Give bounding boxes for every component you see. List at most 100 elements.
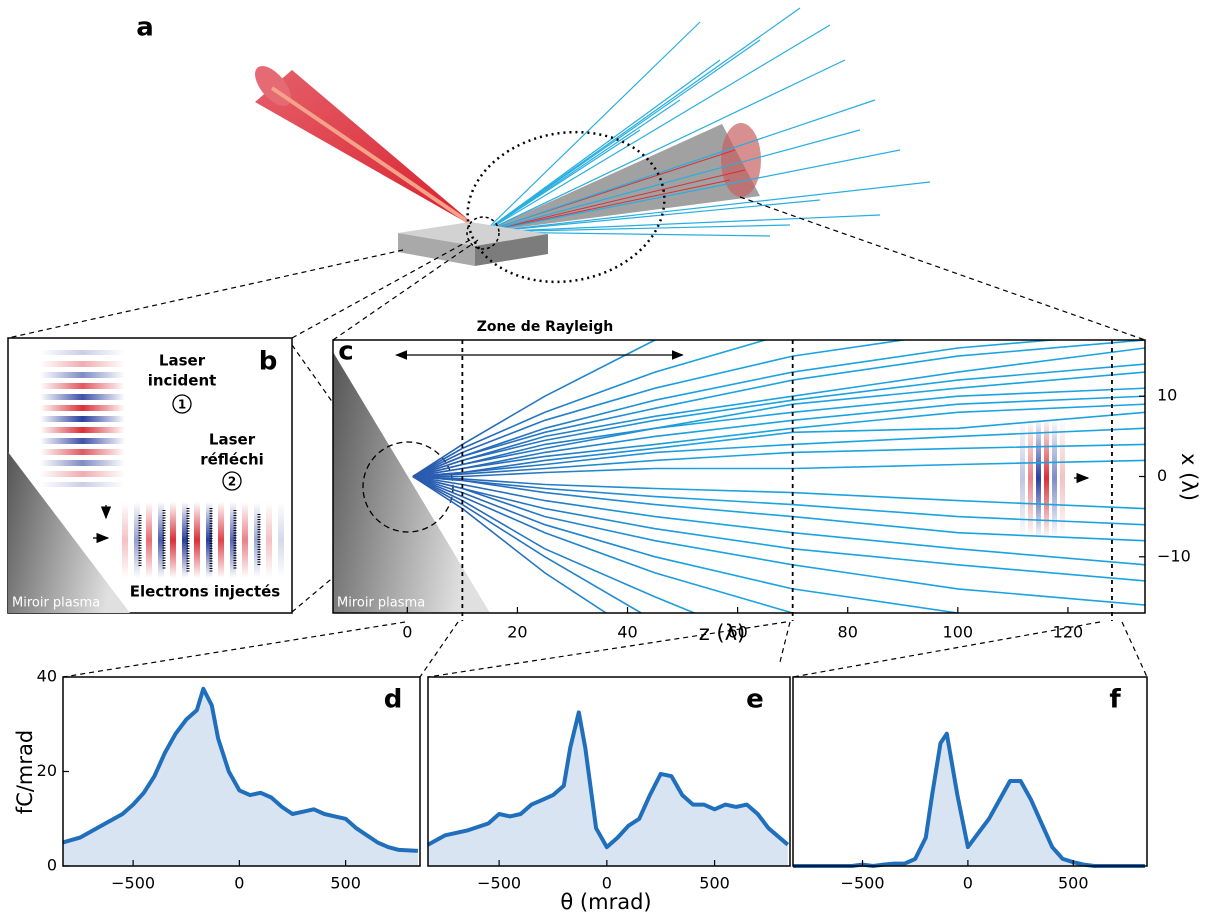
x-tick-label: 0	[234, 874, 244, 893]
chart-panel: −500 0 500 e θ (mrad)	[427, 676, 791, 914]
trajectory	[412, 443, 1145, 478]
panel-letter: a	[136, 13, 154, 43]
stripe	[40, 438, 125, 444]
x-tick-label: −500	[111, 874, 155, 893]
mirror-label: Miroir plasma	[12, 596, 100, 611]
panel-a-illustration: a	[136, 7, 931, 284]
connector	[779, 621, 791, 663]
x-tick-label: 500	[699, 874, 730, 893]
ray	[483, 199, 821, 233]
x-tick-label: 120	[1053, 623, 1084, 642]
electrons-label: Electrons injectés	[130, 583, 281, 601]
plot-frame	[792, 676, 1148, 867]
ray	[483, 129, 861, 233]
stripe	[278, 502, 284, 578]
trajectory	[412, 475, 797, 613]
stripe	[40, 416, 125, 422]
reflected-label: Laser	[209, 431, 256, 449]
ray	[482, 179, 731, 233]
stripe	[1020, 418, 1025, 538]
plot-background	[793, 677, 1147, 866]
stripe	[206, 502, 212, 578]
x-tick-label: 0	[963, 874, 973, 893]
stripe	[40, 471, 125, 477]
connector	[739, 196, 1146, 341]
connector	[62, 621, 406, 678]
chart-panel: −500 0 500 0 20 40 d fC/mrad	[13, 667, 421, 893]
x-tick-label: 60	[727, 623, 747, 642]
stripe	[1036, 418, 1041, 538]
connector	[7, 249, 404, 339]
incident-pulse	[40, 350, 125, 487]
reflected-cone	[483, 124, 760, 232]
panel-letter: f	[1109, 685, 1121, 715]
incident-label: Laser	[159, 352, 206, 370]
connector	[332, 239, 479, 341]
ray	[483, 214, 881, 233]
x-tick-label: 40	[617, 623, 637, 642]
y-tick-label: 10	[1157, 386, 1177, 405]
y-tick-label: 40	[37, 667, 57, 686]
mirror-label: Miroir plasma	[337, 596, 425, 611]
zoom-ellipse	[466, 130, 666, 284]
plot-frame	[427, 676, 791, 867]
y-axis-label: x (λ)	[1177, 453, 1201, 501]
stripe	[40, 394, 125, 400]
stripe	[1044, 418, 1049, 538]
x-tick-label: −500	[841, 874, 885, 893]
ray	[483, 149, 901, 233]
electron-bunches	[138, 508, 261, 572]
cone-core	[270, 86, 485, 234]
reflected-label: réfléchi	[200, 451, 264, 469]
y-tick-label: −10	[1157, 546, 1191, 565]
stripe	[1060, 418, 1065, 538]
stripe	[40, 350, 125, 355]
area-fill	[63, 688, 418, 866]
x-axis-label: θ (mrad)	[560, 890, 651, 914]
stripe	[158, 502, 164, 578]
panel-letter: d	[384, 685, 403, 715]
plasma-mirror	[333, 352, 490, 613]
incident-label: incident	[148, 372, 217, 390]
area-line	[427, 710, 790, 850]
ray	[483, 99, 876, 233]
reflected-pulse	[122, 502, 284, 578]
stripe	[40, 372, 125, 378]
connector	[1121, 621, 1148, 678]
trajectory	[412, 475, 1145, 542]
ray	[483, 39, 761, 233]
chart-panel: −500 0 500 f	[792, 676, 1148, 893]
x-tick-label: 500	[1058, 874, 1089, 893]
stripe	[40, 361, 125, 367]
trajectory	[412, 387, 1145, 478]
ray	[483, 24, 831, 233]
stripe	[1052, 418, 1057, 538]
x-tick-label: 0	[602, 874, 612, 893]
ray	[483, 224, 791, 233]
stripe	[218, 502, 224, 578]
ray	[483, 129, 641, 233]
laser-pulse	[1020, 418, 1065, 538]
stripe	[1028, 418, 1033, 538]
stripe	[40, 427, 125, 433]
zoom-circle	[466, 216, 500, 250]
stripe	[40, 449, 125, 455]
trajectory	[412, 475, 1145, 606]
stripe	[122, 502, 128, 578]
trajectory	[412, 427, 1145, 478]
ray	[483, 59, 721, 233]
x-tick-label: 20	[507, 623, 527, 642]
step-number: 1	[178, 398, 186, 412]
step-number: 2	[228, 475, 236, 489]
trajectory	[412, 340, 769, 478]
stripe	[266, 502, 272, 578]
ray	[482, 169, 746, 233]
x-axis-label: z (λ)	[699, 621, 746, 645]
target-side	[475, 234, 548, 266]
target-top	[398, 222, 548, 246]
electron-rays	[483, 7, 931, 237]
x-tick-label: −500	[477, 874, 521, 893]
ray	[483, 21, 701, 233]
y-axis-label: fC/mrad	[13, 730, 37, 814]
